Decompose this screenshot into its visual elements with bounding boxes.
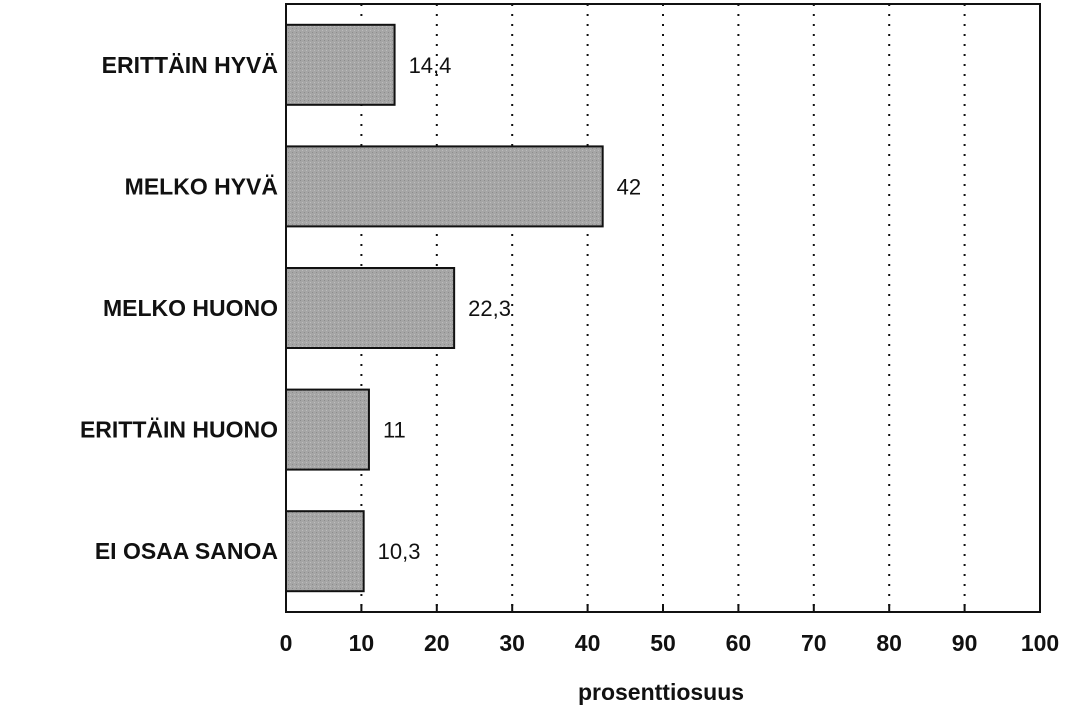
category-label: ERITTÄIN HUONO [80, 417, 278, 443]
x-tick-label: 30 [499, 630, 525, 656]
data-label: 14,4 [409, 53, 452, 78]
plot-frame [285, 3, 1041, 613]
x-tick-label: 40 [575, 630, 601, 656]
data-label: 10,3 [378, 539, 421, 564]
data-label: 42 [617, 174, 641, 199]
bar [285, 267, 456, 349]
bar [285, 510, 365, 593]
x-tick-label: 90 [952, 630, 978, 656]
x-axis-title: prosenttiosuus [578, 679, 744, 705]
x-tick-label: 80 [876, 630, 902, 656]
category-label: ERITTÄIN HYVÄ [102, 52, 278, 78]
bars [285, 23, 604, 593]
category-label: MELKO HUONO [103, 295, 278, 321]
x-tick-label: 60 [726, 630, 752, 656]
x-tick-labels: 0 10 20 30 40 50 60 70 80 90 100 [280, 630, 1060, 656]
data-label: 22,3 [468, 296, 511, 321]
x-tick-label: 20 [424, 630, 450, 656]
x-tick-label: 50 [650, 630, 676, 656]
bar [285, 388, 370, 471]
value-labels: 14,4 42 22,3 11 10,3 [378, 53, 642, 564]
bar [285, 145, 604, 228]
x-tick-label: 10 [349, 630, 375, 656]
data-label: 11 [383, 418, 406, 443]
x-tick-label: 0 [280, 630, 293, 656]
bar [285, 23, 396, 106]
category-labels: ERITTÄIN HYVÄ MELKO HYVÄ MELKO HUONO ERITTÄ… [80, 52, 278, 564]
category-label: EI OSAA SANOA [95, 538, 278, 564]
x-tick-label: 100 [1021, 630, 1059, 656]
x-tick-label: 70 [801, 630, 827, 656]
category-label: MELKO HYVÄ [125, 173, 278, 199]
